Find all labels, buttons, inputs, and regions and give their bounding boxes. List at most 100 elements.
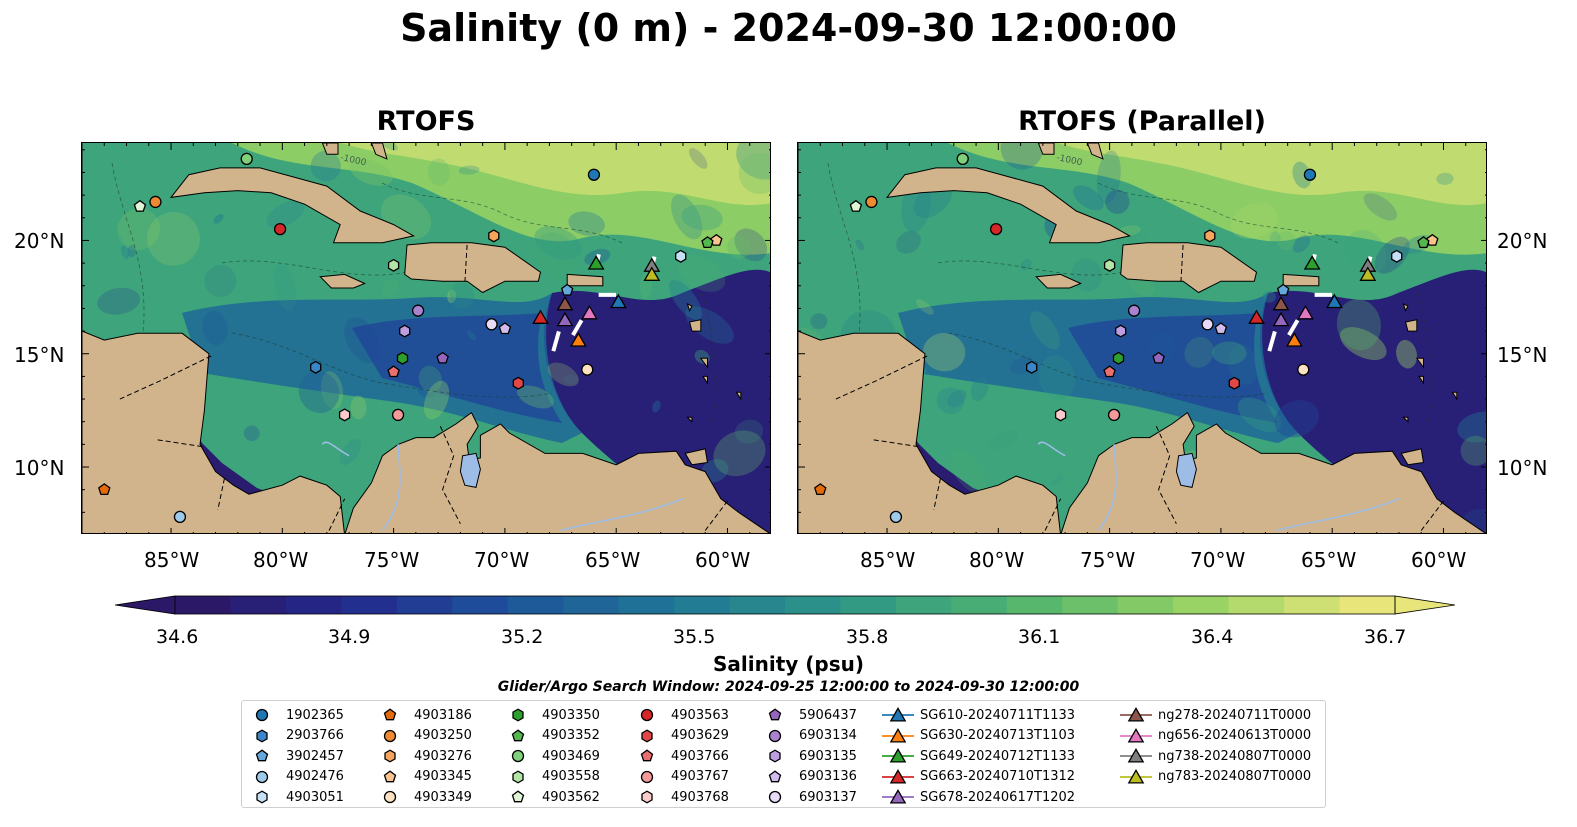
observation-marker-SG649-20240712T1133	[1303, 255, 1321, 270]
legend-item-2903766: 2903766	[254, 726, 344, 746]
legend-marker-hexagon-icon	[641, 790, 653, 804]
salinity-eddy	[320, 371, 344, 410]
legend-marker-triangle-icon	[1120, 747, 1152, 763]
land-polygon	[404, 242, 542, 294]
observation-marker-6903134	[411, 304, 425, 317]
glider-track	[1287, 319, 1300, 337]
land-polygon	[702, 375, 708, 385]
lon-label-85w-left: 85°W	[144, 548, 200, 572]
salinity-eddy	[810, 313, 828, 330]
border-line	[119, 355, 212, 400]
colorbar-band	[1284, 596, 1341, 614]
legend-label: 5906437	[799, 707, 857, 723]
lat-label-15n-right: 15°N	[1497, 343, 1548, 367]
land-polygon	[699, 357, 708, 369]
legend-label: 4903469	[542, 748, 600, 764]
salinity-eddy	[243, 425, 260, 441]
land-polygon	[319, 273, 366, 289]
river-magdalena	[1097, 444, 1117, 531]
land-polygon	[370, 143, 388, 160]
eastern-low-salinity	[544, 269, 770, 533]
colorbar-band	[1062, 596, 1119, 614]
legend-item-5906437: 5906437	[767, 705, 857, 725]
border-line	[464, 244, 468, 284]
colorbar-band	[563, 596, 620, 614]
legend-marker-shape	[1127, 747, 1145, 763]
salinity-eddy	[1363, 193, 1398, 221]
panel-title-rtofs: RTOFS	[376, 106, 476, 137]
observation-marker-2903766	[1026, 360, 1038, 374]
lat-label-10n-right: 10°N	[1497, 456, 1548, 480]
land-polygon	[1404, 319, 1418, 332]
observation-marker-4903469	[956, 152, 969, 166]
salinity-eddy	[536, 232, 579, 280]
salinity-eddy	[339, 439, 361, 466]
legend-item-4903562: 4903562	[510, 787, 600, 807]
observation-marker-4903250	[865, 195, 878, 209]
salinity-map-rtofs: -1000	[82, 143, 770, 533]
observation-marker-4903350	[1112, 351, 1125, 365]
land-polygon	[1282, 273, 1320, 287]
legend-marker-shape	[255, 749, 269, 762]
map-panel-rtofs-parallel[interactable]: -1000	[797, 142, 1487, 534]
colorbar-band	[175, 596, 232, 614]
land-polygon	[688, 319, 702, 332]
legend-item-SG630-20240713T1103: SG630-20240713T1103	[882, 726, 1075, 746]
land-polygon	[735, 391, 742, 401]
observation-marker-SG610-20240711T1133	[610, 293, 627, 309]
salinity-eddy	[117, 208, 160, 251]
legend-marker-shape	[889, 768, 907, 784]
legend-marker-shape	[641, 790, 653, 804]
observation-markers	[98, 152, 723, 524]
legend-marker-hexagon-icon	[512, 769, 524, 784]
salinity-eddy	[1096, 150, 1121, 204]
legend-marker-shape	[383, 769, 397, 782]
legend-marker-pentagon-icon	[640, 749, 654, 762]
legend-marker-shape	[512, 769, 524, 784]
frame-ticks	[798, 143, 1486, 533]
colorbar-max-extend	[1394, 595, 1455, 615]
legend-item-1902365: 1902365	[254, 705, 344, 725]
observation-marker-4903558	[387, 258, 400, 272]
legend-marker-shape	[768, 790, 782, 804]
salinity-eddy	[1292, 161, 1312, 189]
legend-marker-pentagon-icon	[768, 769, 782, 782]
legend-marker-hexagon-icon	[256, 790, 268, 804]
observation-marker-6903137	[1201, 318, 1214, 331]
observation-marker-4903766	[1103, 365, 1116, 378]
observation-marker-4903051	[1391, 249, 1403, 263]
legend-marker-shape	[640, 749, 654, 762]
salinity-eddy	[466, 330, 476, 341]
colorbar-band	[1006, 596, 1063, 614]
salinity-eddy	[1336, 299, 1381, 351]
observation-marker-3902457	[560, 283, 574, 296]
observation-marker-4903352	[701, 236, 714, 249]
salinity-eddy	[936, 387, 965, 414]
legend-marker-triangle-icon	[882, 747, 914, 763]
legend-marker-shape	[511, 728, 525, 741]
salinity-eddy	[734, 419, 764, 444]
salinity-eddy	[949, 449, 987, 494]
salinity-eddy	[344, 317, 381, 364]
legend-item-4903629: 4903629	[639, 726, 729, 746]
salinity-eddy	[97, 287, 141, 315]
map-panel-rtofs[interactable]: -1000	[81, 142, 771, 534]
legend-label: 4903562	[542, 789, 600, 805]
colorbar-band	[1117, 596, 1174, 614]
salinity-eddy	[688, 148, 708, 169]
salinity-eddy	[127, 244, 136, 258]
legend-label: 2903766	[286, 728, 344, 743]
contour-line	[947, 332, 1269, 398]
lon-label-75w-left: 75°W	[364, 548, 420, 572]
land-polygon	[1402, 416, 1409, 423]
legend-marker-pentagon-icon	[768, 708, 782, 721]
border-line	[1180, 244, 1184, 284]
legend-marker-circle-icon	[383, 790, 397, 804]
salinity-eddy	[1073, 185, 1104, 211]
legend-label: SG678-20240617T1202	[920, 789, 1076, 805]
legend: 1902365 2903766 3902457 4902476 4903051 49031…	[241, 700, 1326, 808]
observation-marker-4903352	[1417, 236, 1430, 249]
observation-marker-6903135	[399, 324, 411, 338]
lat-label-10n-left: 10°N	[14, 456, 65, 480]
salinity-eddy	[447, 289, 457, 304]
